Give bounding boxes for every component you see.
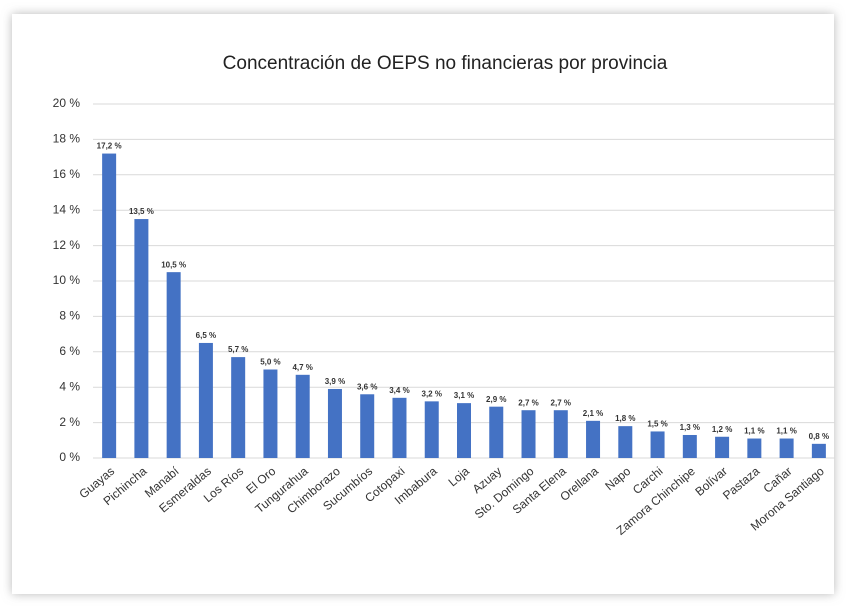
bar bbox=[457, 403, 471, 458]
data-label: 0,8 % bbox=[809, 432, 829, 441]
bar bbox=[231, 357, 246, 458]
bar bbox=[360, 394, 375, 458]
bar bbox=[489, 406, 504, 458]
data-label: 17,2 % bbox=[97, 142, 122, 151]
data-label: 1,1 % bbox=[776, 427, 796, 436]
y-tick-label: 14 % bbox=[53, 202, 81, 216]
bar bbox=[295, 374, 310, 458]
bar bbox=[779, 438, 794, 458]
bar bbox=[553, 410, 568, 458]
data-label: 6,5 % bbox=[196, 331, 216, 340]
bar bbox=[586, 420, 601, 458]
bar bbox=[327, 388, 342, 458]
bar bbox=[521, 410, 536, 458]
bar bbox=[715, 436, 730, 458]
y-tick-label: 12 % bbox=[53, 238, 81, 252]
data-label: 4,7 % bbox=[292, 363, 312, 372]
data-label: 1,2 % bbox=[712, 425, 732, 434]
bar bbox=[102, 153, 117, 458]
data-label: 13,5 % bbox=[129, 207, 154, 216]
y-tick-label: 0 % bbox=[59, 450, 80, 464]
bar bbox=[618, 426, 633, 458]
bar bbox=[134, 219, 149, 458]
data-label: 3,9 % bbox=[325, 377, 345, 386]
chart-frame bbox=[12, 14, 834, 594]
bar bbox=[263, 369, 278, 458]
data-label: 5,7 % bbox=[228, 345, 248, 354]
bar bbox=[198, 342, 213, 458]
bar bbox=[811, 443, 826, 458]
chart-title: Concentración de OEPS no financieras por… bbox=[223, 53, 668, 74]
bar bbox=[682, 434, 697, 458]
data-label: 2,1 % bbox=[583, 409, 603, 418]
bar bbox=[166, 272, 181, 458]
data-label: 3,4 % bbox=[389, 386, 409, 395]
bar bbox=[424, 401, 439, 458]
data-label: 3,2 % bbox=[422, 389, 442, 398]
data-label: 1,1 % bbox=[744, 427, 764, 436]
y-tick-label: 4 % bbox=[59, 379, 80, 393]
y-tick-label: 8 % bbox=[59, 309, 80, 323]
bar bbox=[650, 431, 665, 458]
bar bbox=[392, 397, 407, 458]
y-tick-label: 2 % bbox=[59, 415, 80, 429]
data-label: 1,8 % bbox=[615, 414, 635, 423]
data-label: 2,9 % bbox=[486, 395, 506, 404]
y-tick-label: 20 % bbox=[53, 96, 81, 110]
y-tick-label: 6 % bbox=[59, 344, 80, 358]
data-label: 10,5 % bbox=[161, 260, 186, 269]
y-tick-label: 16 % bbox=[53, 167, 81, 181]
y-tick-label: 18 % bbox=[53, 132, 81, 146]
data-label: 1,5 % bbox=[647, 420, 667, 429]
data-label: 3,6 % bbox=[357, 382, 377, 391]
data-label: 3,1 % bbox=[454, 391, 474, 400]
data-label: 1,3 % bbox=[680, 423, 700, 432]
data-label: 2,7 % bbox=[518, 398, 538, 407]
y-tick-label: 10 % bbox=[53, 273, 81, 287]
bar bbox=[747, 438, 762, 458]
data-label: 2,7 % bbox=[551, 398, 571, 407]
data-label: 5,0 % bbox=[260, 358, 280, 367]
